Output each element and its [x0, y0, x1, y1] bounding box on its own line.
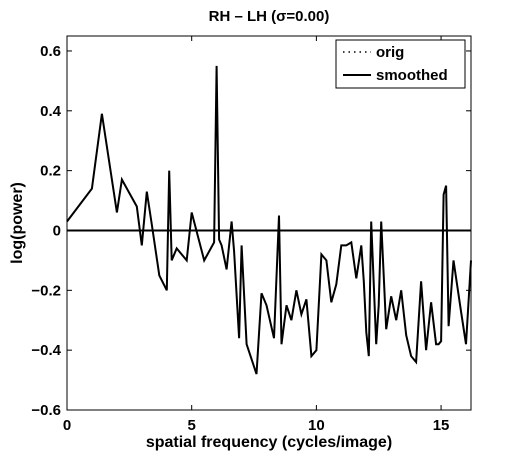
legend-label-smoothed: smoothed — [376, 67, 448, 84]
y-axis: −0.6 −0.4 −0.2 0 0.2 0.4 0.6 — [31, 43, 471, 419]
y-tick-label: 0.4 — [40, 103, 62, 120]
legend-box — [335, 39, 466, 89]
chart-title: RH – LH (σ=0.00) — [209, 8, 330, 25]
y-tick-label: 0.2 — [40, 163, 61, 180]
legend: orig smoothed — [335, 39, 466, 89]
y-tick-label: −0.2 — [31, 282, 61, 299]
x-axis-label: spatial frequency (cycles/image) — [146, 434, 392, 451]
legend-label-orig: orig — [376, 44, 404, 61]
x-tick-label: 5 — [188, 417, 196, 434]
y-tick-label: −0.4 — [31, 342, 61, 359]
y-tick-label: 0 — [53, 222, 61, 239]
y-tick-label: 0.6 — [40, 43, 61, 60]
x-axis: 0 5 10 15 — [63, 36, 450, 434]
plot-border — [66, 35, 472, 411]
x-tick-label: 15 — [433, 417, 450, 434]
y-axis-label: log(power) — [9, 182, 26, 264]
x-tick-label: 0 — [63, 417, 71, 434]
series-layer — [66, 65, 472, 375]
x-tick-label: 10 — [308, 417, 325, 434]
plot-area — [66, 35, 472, 411]
y-tick-label: −0.6 — [31, 402, 61, 419]
series-line-smoothed — [66, 65, 472, 375]
